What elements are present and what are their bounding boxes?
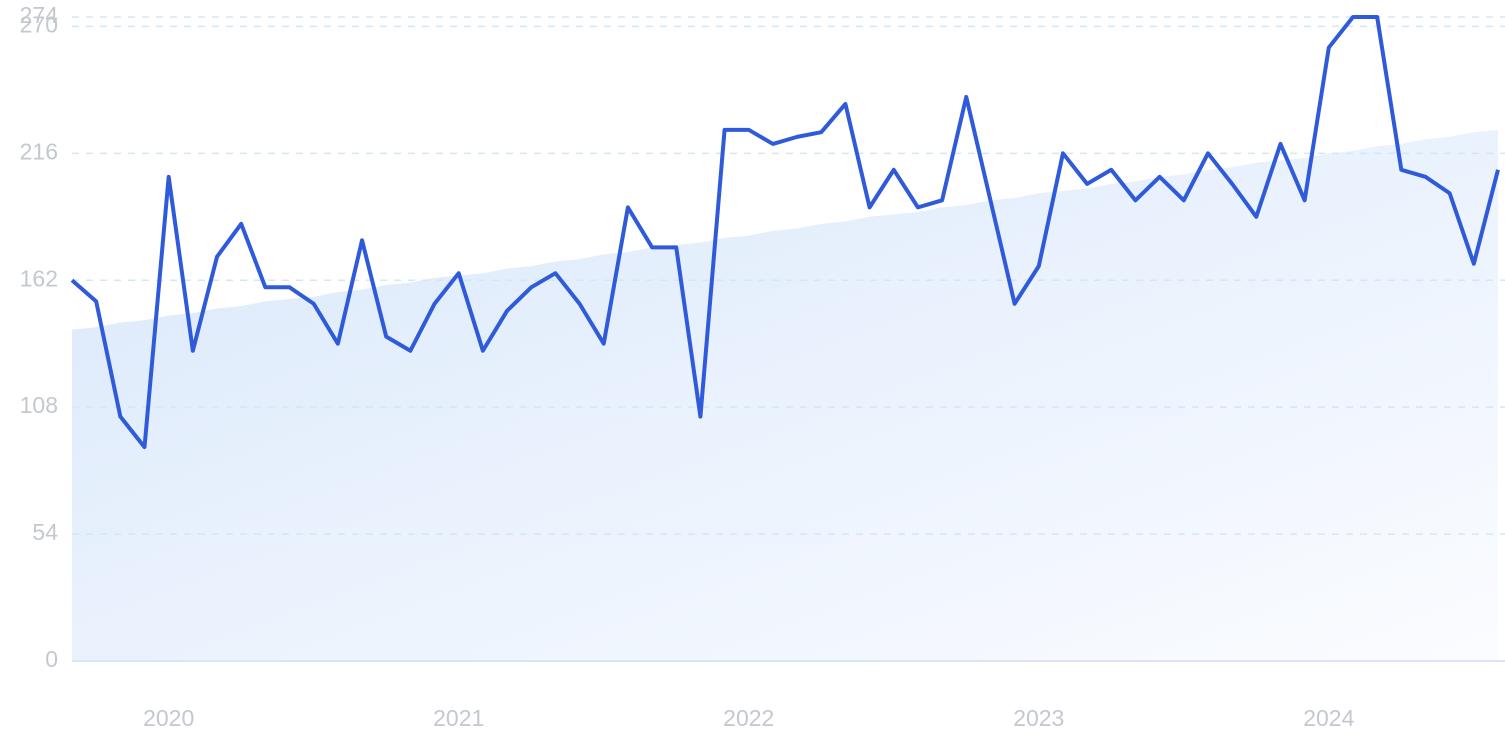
y-tick-label: 0 (45, 646, 58, 672)
y-tick-label: 270 (20, 11, 58, 37)
y-tick-label: 216 (20, 138, 58, 164)
x-tick-label: 2022 (723, 705, 774, 731)
x-tick-label: 2020 (143, 705, 194, 731)
x-tick-label: 2024 (1303, 705, 1354, 731)
trend-area (72, 129, 1498, 662)
x-tick-label: 2021 (433, 705, 484, 731)
line (70, 15, 1500, 450)
y-tick-label: 162 (20, 265, 58, 291)
y-tick-label: 274 (20, 2, 59, 28)
x-tick-label: 2023 (1013, 705, 1064, 731)
y-tick-label: 54 (32, 519, 58, 545)
y-tick-label: 108 (20, 392, 58, 418)
